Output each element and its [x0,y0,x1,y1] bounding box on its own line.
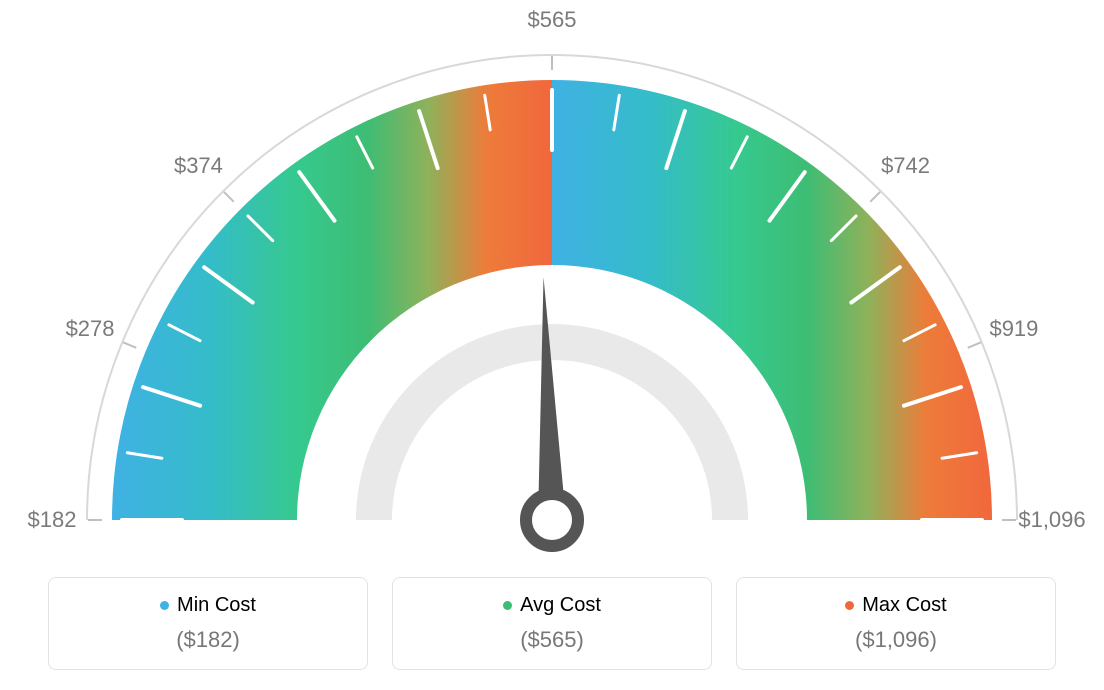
scale-label: $1,096 [1018,507,1085,533]
legend-label-max: Max Cost [845,594,946,617]
legend-value-avg: ($565) [411,627,693,653]
legend-value-min: ($182) [67,627,349,653]
legend-dot-avg [503,601,512,610]
legend-label-avg-text: Avg Cost [520,594,601,617]
legend-dot-min [160,601,169,610]
legend-row: Min Cost ($182) Avg Cost ($565) Max Cost… [0,577,1104,670]
scale-label: $742 [881,153,930,179]
gauge-area: $182 $278 $374 $565 $742 $919 $1,096 [0,0,1104,570]
legend-card-avg: Avg Cost ($565) [392,577,712,670]
scale-label: $565 [528,7,577,33]
legend-card-max: Max Cost ($1,096) [736,577,1056,670]
legend-label-min-text: Min Cost [177,594,256,617]
scale-label: $919 [989,316,1038,342]
legend-card-min: Min Cost ($182) [48,577,368,670]
legend-dot-max [845,601,854,610]
legend-label-max-text: Max Cost [862,594,946,617]
cost-gauge-chart: $182 $278 $374 $565 $742 $919 $1,096 Min Cost … [0,0,1104,690]
legend-label-avg: Avg Cost [503,594,601,617]
legend-label-min: Min Cost [160,594,256,617]
scale-label: $182 [28,507,77,533]
gauge-svg [0,0,1104,570]
legend-value-max: ($1,096) [755,627,1037,653]
scale-label: $374 [174,153,223,179]
scale-label: $278 [66,316,115,342]
